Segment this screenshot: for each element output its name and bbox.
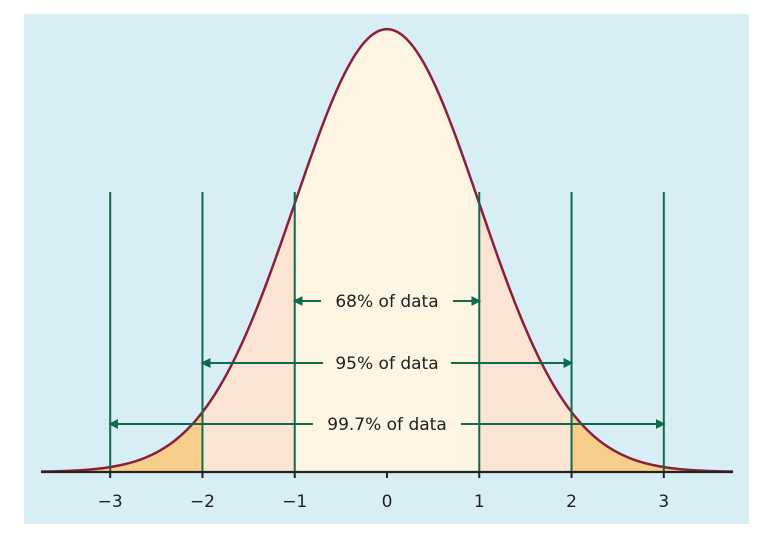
x-tick-label: 3 (658, 492, 669, 512)
x-tick-label: −3 (98, 492, 123, 512)
band-label: 95% of data (335, 354, 438, 374)
x-tick-label: 2 (566, 492, 577, 512)
x-tick-label: −2 (190, 492, 215, 512)
band-annotation-1: 68% of data (292, 292, 482, 312)
band-annotation-3: 99.7% of data (108, 415, 666, 435)
left-tail-region (41, 412, 203, 472)
x-tick-label: −1 (282, 492, 307, 512)
x-tick-label: 0 (382, 492, 393, 512)
band-label: 99.7% of data (327, 415, 447, 435)
center-region (294, 29, 480, 472)
band-annotation-2: 95% of data (200, 354, 574, 374)
right-tail-region (571, 412, 733, 472)
x-tick-label: 1 (474, 492, 485, 512)
normal-curve (40, 27, 734, 473)
band-label: 68% of data (335, 292, 438, 312)
